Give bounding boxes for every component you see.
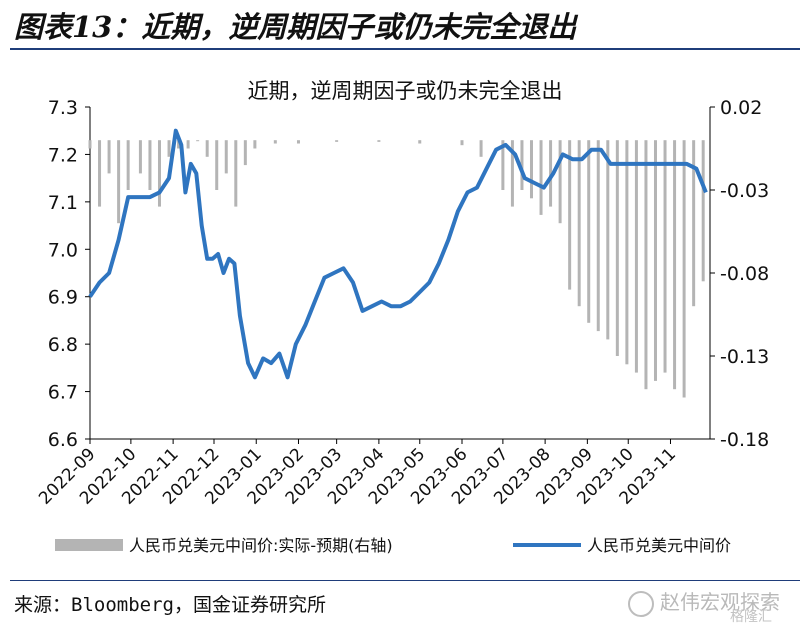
bar-mark	[234, 140, 238, 207]
bar-mark	[510, 140, 514, 207]
bar-mark	[479, 140, 483, 157]
bar-mark	[186, 140, 190, 149]
bar-mark	[177, 140, 181, 149]
bar-mark	[460, 140, 464, 146]
bar-mark	[107, 140, 111, 174]
bar-mark	[682, 140, 686, 398]
chart: 近期，逆周期因子或仍未完全退出 6.6 6.7 6.8 6.9 7.0 7.1 7.2 7.3…	[35, 79, 769, 555]
legend-label-line: 人民币兑美元中间价	[587, 536, 731, 555]
bar-mark	[529, 140, 533, 199]
left-axis-tick-label: 7.2	[48, 144, 78, 166]
bar-mark	[673, 140, 677, 390]
right-axis-tick-label: -0.18	[720, 429, 769, 451]
bar-mark	[568, 140, 572, 290]
legend-label-bars: 人民币兑美元中间价:实际-预期(右轴)	[129, 536, 393, 555]
watermark-sub: 格隆汇	[730, 609, 772, 625]
watermark: 赵伟宏观探索	[628, 586, 780, 617]
bar-mark	[606, 140, 610, 340]
bar-mark	[117, 140, 121, 224]
bar-mark	[88, 140, 92, 149]
watermark-name: 赵伟宏观探索	[660, 590, 780, 614]
bar-mark	[253, 140, 257, 149]
bar-mark	[692, 140, 696, 307]
bar-mark	[296, 140, 300, 144]
bar-mark	[335, 140, 339, 142]
line-series	[88, 128, 708, 380]
left-axis-tick-label: 6.6	[48, 429, 78, 451]
bar-mark	[549, 140, 553, 207]
bar-mark	[215, 140, 219, 190]
series-line-cny-fixing	[88, 128, 708, 380]
bar-mark	[224, 140, 228, 174]
top-divider	[10, 48, 800, 50]
right-axis-tick-label: 0.02	[720, 97, 762, 119]
bar-mark	[126, 140, 130, 190]
bar-mark	[196, 140, 200, 142]
bar-mark	[98, 140, 102, 207]
bar-mark	[701, 140, 705, 282]
left-axis-tick-label: 6.9	[48, 287, 78, 309]
bottom-divider	[10, 580, 800, 581]
bar-mark	[644, 140, 648, 390]
bar-mark	[501, 140, 505, 190]
wechat-icon	[628, 590, 654, 617]
left-axis-tick-label: 6.8	[48, 334, 78, 356]
chart-axes: 6.6 6.7 6.8 6.9 7.0 7.1 7.2 7.3 0.02 -0.03 -0.08 -0…	[35, 97, 769, 509]
bar-mark	[418, 140, 422, 144]
bar-mark	[663, 140, 667, 373]
legend-swatch-bars	[55, 539, 123, 551]
bar-mark	[520, 140, 524, 190]
bar-mark	[577, 140, 581, 307]
page-title: 图表13：近期，逆周期因子或仍未完全退出	[14, 10, 577, 44]
right-axis-tick-label: -0.03	[720, 180, 769, 202]
right-axis-tick-label: -0.08	[720, 263, 769, 285]
bar-mark	[653, 140, 657, 381]
bar-mark	[615, 140, 619, 356]
bar-mark	[596, 140, 600, 332]
left-axis-tick-label: 7.3	[48, 97, 78, 119]
bar-mark	[138, 140, 142, 174]
bar-mark	[539, 140, 543, 215]
chart-legend: 人民币兑美元中间价:实际-预期(右轴) 人民币兑美元中间价	[55, 536, 731, 555]
bar-mark	[273, 140, 277, 144]
bar-mark	[243, 140, 247, 166]
right-axis-tick-label: -0.13	[720, 346, 769, 368]
left-axis-tick-label: 7.0	[48, 239, 78, 261]
bar-mark	[558, 140, 562, 224]
bar-series	[88, 140, 705, 398]
chart-title: 近期，逆周期因子或仍未完全退出	[248, 79, 563, 103]
bar-mark	[625, 140, 629, 365]
bar-mark	[157, 140, 161, 207]
bar-mark	[634, 140, 638, 373]
bar-mark	[205, 140, 209, 157]
left-axis-tick-label: 7.1	[48, 192, 78, 214]
source-note: 来源：Bloomberg，国金证券研究所	[14, 594, 326, 616]
bar-mark	[148, 140, 152, 190]
left-axis-tick-label: 6.7	[48, 382, 78, 404]
bar-mark	[167, 140, 171, 157]
bar-mark	[587, 140, 591, 323]
bar-mark	[377, 140, 381, 142]
